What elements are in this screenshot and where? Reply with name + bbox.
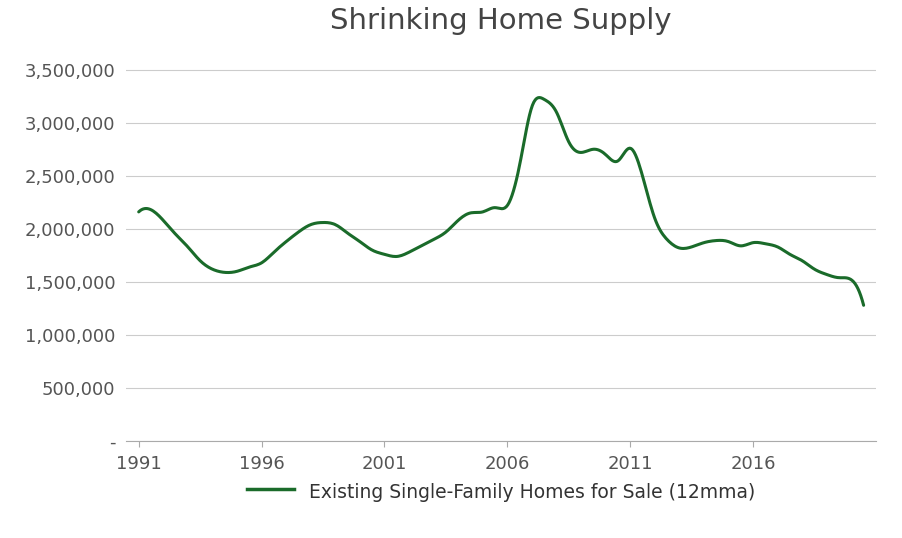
Legend: Existing Single-Family Homes for Sale (12mma): Existing Single-Family Homes for Sale (1… xyxy=(239,472,762,511)
Title: Shrinking Home Supply: Shrinking Home Supply xyxy=(330,7,671,35)
